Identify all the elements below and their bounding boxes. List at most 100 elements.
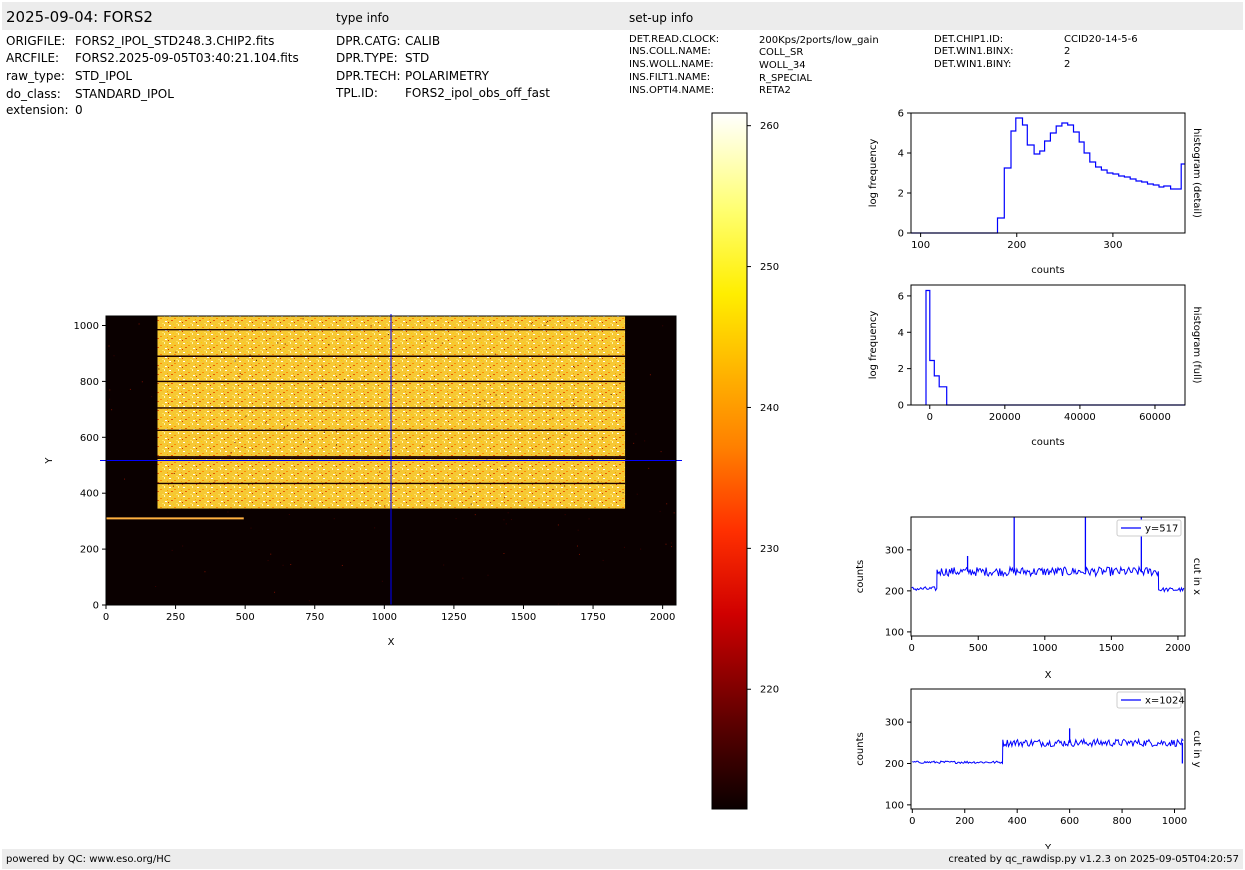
noise-pixel [441,342,443,344]
noise-pixel [328,343,330,345]
noise-pixel [610,394,612,396]
setup-info-value: R_SPECIAL [759,73,812,84]
noise-pixel [108,345,110,347]
y-tick-label: 0 [93,601,99,612]
y-tick-label: 2 [898,364,904,375]
noise-pixel [659,510,661,512]
y-tick-label: 0 [898,401,904,412]
y-tick-label: 100 [885,800,904,811]
noise-pixel [474,514,476,516]
noise-pixel [302,318,304,320]
x-tick-label: 0 [909,816,915,827]
noise-pixel [618,339,620,341]
noise-pixel [564,514,566,516]
noise-pixel [375,502,377,504]
noise-pixel [336,444,338,446]
noise-pixel [421,445,423,447]
file-info-value: FORS2_IPOL_STD248.3.CHIP2.fits [75,34,275,48]
noise-pixel [333,518,335,520]
type-info-key: DPR.CATG: [336,34,401,48]
noise-pixel [239,376,241,378]
noise-pixel [470,503,472,505]
noise-pixel [503,552,505,554]
x-tick-label: 20000 [989,412,1021,423]
x-tick-label: 0 [927,412,933,423]
setup-info-key: DET.WIN1.BINX: [934,46,1014,57]
noise-pixel [544,324,546,326]
noise-pixel [557,524,559,526]
file-info-value: 0 [75,103,83,117]
y-tick-label: 300 [885,718,904,729]
type-info-key: TPL.ID: [336,86,378,100]
noise-pixel [249,354,251,356]
plot-frame [910,688,1186,810]
footer-created: created by qc_rawdisp.py v1.2.3 on 2025-… [948,854,1239,865]
noise-pixel [173,472,175,474]
noise-pixel [277,342,279,344]
colorbar: 220 230 240 250 260 [711,112,779,810]
colorbar-tick-label: 250 [760,262,779,273]
noise-pixel [670,542,672,544]
noise-pixel [109,389,111,391]
noise-pixel [592,458,594,460]
noise-pixel [244,446,246,448]
colorbar-tick-label: 260 [760,121,779,132]
x-axis-label: Y [1044,843,1052,854]
noise-pixel [255,359,257,361]
noise-pixel [387,449,389,451]
x-tick-label: 250 [166,612,185,623]
noise-pixel [443,564,445,566]
noise-pixel [644,440,646,442]
plot-frame [910,516,1186,637]
noise-pixel [111,409,113,411]
file-info-key: do_class: [6,87,61,101]
noise-pixel [475,457,477,459]
noise-pixel [214,480,216,482]
setup-info-value: RETA2 [759,85,791,96]
noise-pixel [597,481,599,483]
plot-frame [910,112,1186,234]
noise-pixel [673,512,675,514]
y-tick-label: 200 [885,759,904,770]
footer-band [2,849,1243,869]
noise-pixel [370,325,372,327]
y-tick-label: 4 [898,149,904,160]
cut-in-y-chart: 0 200 400 600 800 1000 100 200 300 Ycounts cut in … [855,688,1202,854]
x-tick-label: 0 [103,612,109,623]
noise-pixel [282,564,284,566]
noise-pixel [323,431,325,433]
x-tick-label: 200 [1007,240,1026,251]
x-tick-label: 200 [955,816,974,827]
noise-pixel [552,418,554,420]
x-tick-label: 600 [1060,816,1079,827]
x-tick-label: 2000 [650,612,675,623]
y-tick-label: 6 [898,109,904,120]
type-info-key: DPR.TECH: [336,69,401,83]
noise-pixel [577,529,579,531]
setup-info-heading: set-up info [629,11,694,25]
footer-credit: powered by QC: www.eso.org/HC [6,854,171,865]
legend-label: y=517 [1145,524,1178,535]
noise-pixel [671,546,673,548]
header-band [2,2,1243,30]
noise-pixel [507,512,509,514]
noise-pixel [270,553,272,555]
noise-pixel [288,513,290,515]
profile-line [912,737,1184,765]
x-tick-label: 2000 [1165,643,1190,654]
file-info-key: ORIGFILE: [6,34,66,48]
noise-pixel [495,394,497,396]
noise-pixel [320,386,322,388]
histogram-full-chart: 0 20000 40000 60000 0 2 4 6 counts log frequency h… [868,284,1202,448]
noise-pixel [572,404,574,406]
noise-pixel [287,424,289,426]
noise-pixel [124,478,126,480]
noise-pixel [182,545,184,547]
noise-pixel [662,325,664,327]
histogram-line [911,117,1185,234]
noise-pixel [265,422,267,424]
side-label: histogram (full) [1191,306,1202,383]
noise-pixel [171,549,173,551]
setup-info-value: COLL_SR [759,47,804,58]
